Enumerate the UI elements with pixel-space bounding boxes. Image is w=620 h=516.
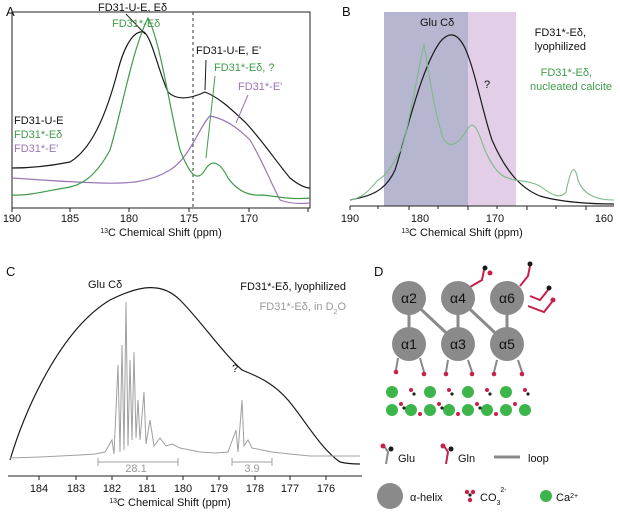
panel-c-tick-177: 177 bbox=[281, 483, 299, 495]
panel-c-bracket-2 bbox=[231, 458, 273, 466]
panel-a-curve-purple bbox=[11, 115, 311, 205]
helix-a5-label: α5 bbox=[499, 336, 515, 352]
panel-d-legend-glu-icon bbox=[380, 443, 394, 465]
helix-a6-label: α6 bbox=[499, 290, 515, 306]
panel-b-legend-green-2: nucleated calcite bbox=[530, 81, 612, 93]
helix-a3-label: α3 bbox=[450, 336, 466, 352]
panel-b-legend-black-2: lyophilized bbox=[535, 41, 586, 53]
panel-b-legend-black-1: FD31*-Eδ, bbox=[535, 27, 586, 39]
panel-d-letter: D bbox=[374, 264, 383, 279]
panel-d-legend-helix: α-helix bbox=[410, 492, 443, 504]
panel-a-pointer-ep bbox=[204, 59, 207, 91]
panel-b-curve-green bbox=[349, 43, 615, 201]
panel-b-tick-190: 190 bbox=[341, 213, 359, 225]
panel-a-tick-170: 170 bbox=[240, 213, 258, 225]
panel-d-legend-co3-icon bbox=[464, 489, 476, 503]
panel-a-pointer-purple bbox=[235, 94, 249, 124]
panel-a-curve-black bbox=[11, 31, 311, 189]
panel-c-width-1: 28.1 bbox=[125, 463, 146, 475]
helix-a3 bbox=[441, 327, 475, 361]
panel-a-pointer-black bbox=[125, 13, 146, 35]
panel-d-sidechains bbox=[395, 265, 553, 373]
panel-b-question: ? bbox=[484, 79, 490, 91]
panel-a-ticks bbox=[11, 208, 309, 212]
helix-a4 bbox=[441, 281, 475, 315]
panel-d-legend-loop: loop bbox=[528, 453, 549, 465]
panel-a-tick-175: 175 bbox=[180, 213, 198, 225]
panel-c-ticks bbox=[38, 476, 327, 480]
panel-c-curve-black bbox=[9, 287, 361, 465]
panel-a-tick-190: 190 bbox=[3, 213, 21, 225]
panel-a-legend-purple: FD31*-E' bbox=[14, 143, 58, 155]
panel-c-letter: C bbox=[6, 264, 15, 279]
helix-a1-label: α1 bbox=[401, 336, 417, 352]
panel-c-tick-184: 184 bbox=[30, 483, 48, 495]
panel-a-curve-green bbox=[11, 16, 311, 200]
panel-c-glu-label: Glu Cδ bbox=[88, 279, 122, 291]
panel-b-tick-170: 170 bbox=[486, 213, 504, 225]
panel-d-legend-co3: CO32- bbox=[480, 487, 507, 507]
panel-d-legend-ca-icon bbox=[540, 490, 552, 502]
panel-b-curve-black bbox=[349, 34, 615, 205]
panel-b-band-q bbox=[468, 12, 516, 206]
panel-d-helices bbox=[392, 281, 524, 361]
panel-b-glu-label: Glu Cδ bbox=[420, 17, 454, 29]
panel-a-label-fd31s-ed-q: FD31*-Eδ, ? bbox=[214, 62, 275, 74]
panel-b-xaxis-label: 13C Chemical Shift (ppm) bbox=[401, 227, 523, 239]
panel-b-band-glu bbox=[384, 12, 468, 206]
panel-a-label-fd31ue-ed: FD31-U-E, Eδ bbox=[98, 2, 167, 14]
panel-c-tick-178: 178 bbox=[246, 483, 264, 495]
panel-a-legend-black: FD31-U-E bbox=[14, 115, 64, 127]
panel-c-tick-181: 181 bbox=[138, 483, 156, 495]
panel-d: D bbox=[374, 261, 578, 509]
panel-c-width-2: 3.9 bbox=[244, 463, 259, 475]
panel-b-letter: B bbox=[342, 4, 351, 19]
panel-c-curve-gray bbox=[9, 301, 360, 459]
panel-a-frame bbox=[11, 11, 311, 209]
panel-d-legend-gln-icon bbox=[440, 443, 454, 465]
panel-a-label-fd31ue-ep: FD31-U-E, E' bbox=[196, 45, 261, 57]
helix-a5 bbox=[490, 327, 524, 361]
panel-c: C 184 183 182 181 180 179 178 177 176 13… bbox=[6, 264, 362, 509]
panel-a: A 190 185 180 175 170 13C Chemical Shift… bbox=[3, 2, 311, 239]
helix-a1 bbox=[392, 327, 426, 361]
panel-c-question: ? bbox=[232, 363, 238, 375]
panel-c-tick-179: 179 bbox=[210, 483, 228, 495]
panel-c-xaxis-label: 13C Chemical Shift (ppm) bbox=[109, 497, 231, 509]
panel-b: B 190 180 170 160 13C Chemical Shift (pp… bbox=[341, 4, 615, 239]
panel-b-legend-green-1: FD31*-Eδ, bbox=[541, 67, 592, 79]
panel-c-tick-176: 176 bbox=[317, 483, 335, 495]
panel-a-pointer-green bbox=[205, 75, 216, 159]
panel-a-tick-180: 180 bbox=[120, 213, 138, 225]
panel-c-legend-gray: FD31*-Eδ, in D2O bbox=[260, 301, 347, 316]
helix-a4-label: α4 bbox=[450, 290, 466, 306]
panel-c-tick-182: 182 bbox=[103, 483, 121, 495]
panel-d-legend-gln: Gln bbox=[458, 453, 475, 465]
panel-d-legend-helix-icon bbox=[377, 483, 403, 509]
panel-d-sidechain-ends bbox=[393, 261, 556, 377]
panel-c-tick-183: 183 bbox=[67, 483, 85, 495]
panel-c-tick-180: 180 bbox=[174, 483, 192, 495]
helix-a2 bbox=[392, 281, 426, 315]
panel-b-tick-180: 180 bbox=[411, 213, 429, 225]
panel-a-label-fd31s-ep: FD31*-E' bbox=[238, 81, 282, 93]
panel-b-ticks bbox=[349, 206, 587, 210]
panel-d-legend-ca: Ca2+ bbox=[556, 492, 578, 504]
panel-d-legend-glu: Glu bbox=[398, 453, 415, 465]
panel-a-letter: A bbox=[6, 4, 15, 19]
panel-a-xaxis-label: 13C Chemical Shift (ppm) bbox=[100, 227, 222, 239]
panel-b-tick-160: 160 bbox=[595, 213, 613, 225]
helix-a6 bbox=[490, 281, 524, 315]
panel-d-calcite-lattice bbox=[386, 386, 531, 416]
panel-c-bracket-1 bbox=[97, 458, 179, 466]
panel-c-legend-black: FD31*-Eδ, lyophilized bbox=[240, 281, 346, 293]
panel-a-tick-185: 185 bbox=[61, 213, 79, 225]
panel-a-legend-green: FD31*-Eδ bbox=[14, 129, 62, 141]
helix-a2-label: α2 bbox=[401, 290, 417, 306]
panel-a-label-fd31s-ed: FD31*-Eδ bbox=[112, 18, 160, 30]
